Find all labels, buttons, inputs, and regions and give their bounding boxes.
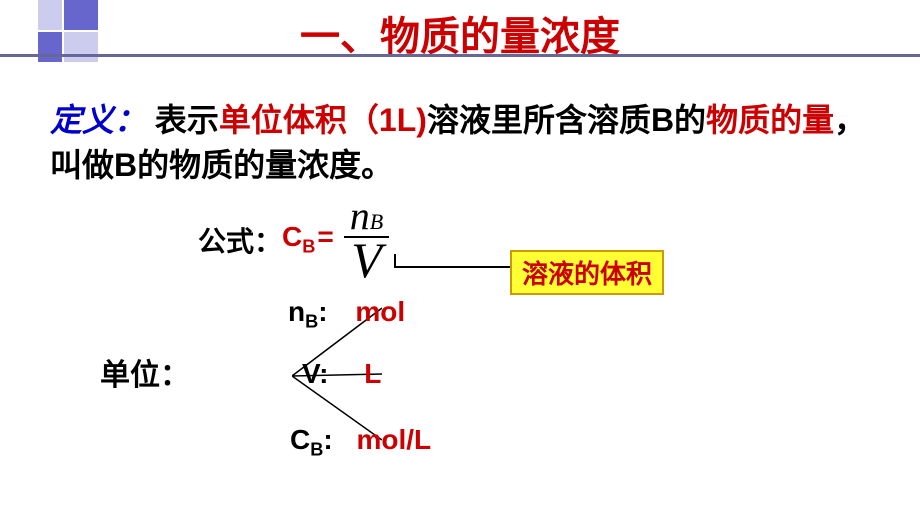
units-block: 单位： nB: mol V: L CB: mol/L <box>100 300 700 460</box>
page-title: 一、物质的量浓度 <box>0 0 920 62</box>
annotation-volume: 溶液的体积 <box>510 250 664 295</box>
unit-row-v: V: L <box>302 358 381 390</box>
formula-lhs: CB= <box>282 221 334 258</box>
unit-row-n: nB: mol <box>288 296 405 333</box>
definition-label: 定义： <box>50 102 146 138</box>
definition-block: 定义： 表示单位体积（1L)溶液里所含溶质B的物质的量，叫做B的物质的量浓度。 <box>50 98 880 188</box>
title-underline <box>0 54 920 57</box>
units-label: 单位： <box>100 350 190 394</box>
formula-block: 公式： CB= nB V <box>198 196 389 283</box>
def-text-pre: 表示 <box>155 102 219 138</box>
def-highlight-1: 单位体积（1L) <box>219 102 427 138</box>
formula-label: 公式： <box>198 220 282 260</box>
def-text-mid1: 溶液里所含溶质B的 <box>427 102 706 138</box>
annotation-connector <box>394 266 510 268</box>
fraction-denominator: V <box>351 238 382 283</box>
unit-row-c: CB: mol/L <box>290 424 431 461</box>
formula-fraction: nB V <box>344 196 389 283</box>
def-highlight-2: 物质的量 <box>706 102 834 138</box>
